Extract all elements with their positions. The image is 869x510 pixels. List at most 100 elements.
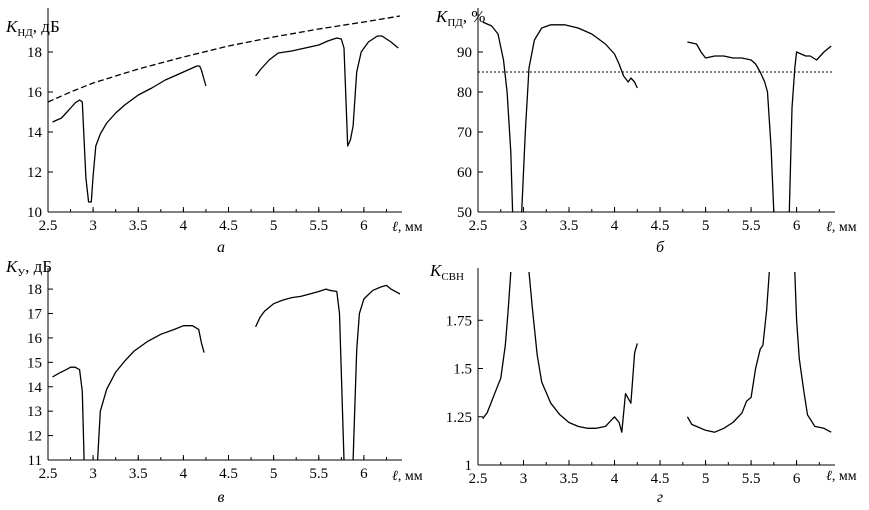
panel-c-y-tick-label: 13 [27,404,42,420]
panel-a-series-2-line [255,35,399,147]
panel-b-y-tick-label: 50 [457,205,472,221]
panel-a-label: а [217,239,225,256]
panel-b-y-tick-label: 90 [457,45,472,61]
panel-d-xlabel: ℓ, мм [826,469,857,484]
panel-c-y-tick-label: 15 [27,355,42,371]
panel-a-plot: 2.5 3 3.5 4 4.5 5 5.5 6 10 12 14 16 18 [27,8,402,234]
panel-a-series-3-line [48,15,400,103]
panel-d-ylabel: KСВН [429,261,464,283]
panel-c-x-tick-label: 5 [270,466,278,482]
panel-c-series-3-line [255,288,345,460]
panel-d-series-1-line [482,272,512,420]
panel-c-series-4-line [352,284,400,460]
panel-c-ylabel-main: K [5,257,19,276]
panel-d-series-3-line [686,272,770,433]
panel-c-xlabel-unit: , мм [398,469,423,484]
panel-c-x-tick-label: 4 [180,466,188,482]
panel-c-ylabel: KУ, дБ [5,257,52,279]
panel-a-x-tick-label: 3 [89,218,97,234]
panel-b-x-tick-label: 3 [520,218,528,234]
panel-d-x-tick-label: 5.5 [742,471,761,487]
panel-d-series-4-line [794,272,832,433]
panel-b-series-1-line [482,21,514,212]
panel-c-xlabel: ℓ, мм [392,469,423,484]
panel-a-series-1-line [52,65,207,203]
panel-b-xlabel-unit: , мм [832,220,857,235]
panel-a-ylabel-unit: , дБ [33,17,60,36]
panel-c-x-tick-label: 3.5 [129,466,148,482]
panel-d-y-tick-label: 1.25 [446,410,472,426]
panel-b-xlabel-var: ℓ [826,220,832,235]
panel-a-y-tick-label: 18 [27,45,42,61]
panel-d-x-tick-label: 2.5 [469,471,488,487]
panel-a-x-tick-label: 5.5 [309,218,328,234]
panel-a-x-tick-label: 4 [180,218,188,234]
panel-d-x-tick-label: 6 [793,471,801,487]
panel-a-xlabel-var: ℓ [392,220,398,235]
panel-c-xlabel-var: ℓ [392,469,398,484]
panel-d-x-tick-label: 4 [611,471,619,487]
panel-d-series-2-line [528,272,638,433]
panel-b-x-tick-label: 3.5 [560,218,579,234]
panel-a-y-tick-label: 16 [27,85,43,101]
panel-c-y-tick-label: 11 [28,453,42,469]
panel-a-x-tick-label: 5 [270,218,278,234]
panel-b-label: б [656,239,665,256]
panel-b-x-tick-label: 2.5 [469,218,488,234]
panel-c-y-tick-label: 12 [27,429,42,445]
panel-c-x-tick-label: 4.5 [219,466,238,482]
panel-b-series-3-line [687,41,775,212]
panel-c-x-tick-label: 6 [360,466,368,482]
panel-c-series-1-line [52,366,85,460]
panel-c-y-tick-label: 14 [27,380,43,396]
panel-b-y-tick-label: 60 [457,165,472,181]
panel-b-y-tick-label: 70 [457,125,472,141]
panel-a: 2.5 3 3.5 4 4.5 5 5.5 6 10 12 14 16 18 KНД, дБ ℓ, мм… [5,8,423,256]
panel-a-y-tick-label: 10 [27,205,42,221]
panel-d-y-tick-label: 1.75 [446,313,472,329]
panel-d-ylabel-sub: СВН [441,271,464,283]
panel-b-x-tick-label: 4 [611,218,619,234]
panel-c-plot: 2.5 3 3.5 4 4.5 5 5.5 6 11 12 13 14 15 16 17 18 [27,268,402,482]
panel-d-x-tick-label: 3 [520,471,528,487]
panel-d-y-tick-label: 1 [465,458,473,474]
panel-c-y-tick-label: 17 [27,307,43,323]
panel-a-x-tick-label: 6 [360,218,368,234]
panel-b-ylabel-unit: , % [463,7,486,26]
panel-c-series-2-line [96,325,205,460]
panel-b-x-tick-label: 5 [702,218,710,234]
panel-d-y-tick-label: 1.5 [453,362,472,378]
panel-c-ylabel-sub: У [17,267,25,279]
panel-a-xlabel: ℓ, мм [392,220,423,235]
panel-b-y-tick-label: 80 [457,85,472,101]
panel-d-xlabel-var: ℓ [826,469,832,484]
panel-a-y-tick-label: 12 [27,165,42,181]
panel-c-x-tick-label: 3 [89,466,97,482]
panel-b-x-tick-label: 5.5 [742,218,761,234]
panel-d: 2.5 3 3.5 4 4.5 5 5.5 611.251.51.75 KСВН ℓ, мм … [429,261,857,506]
panel-c-x-tick-label: 5.5 [309,466,328,482]
panel-b-xlabel: ℓ, мм [826,220,857,235]
panel-b-series-2-line [521,24,638,212]
panel-d-label: г [657,489,663,506]
panel-d-x-tick-label: 5 [702,471,710,487]
panel-a-ylabel: KНД, дБ [5,17,60,39]
panel-a-x-tick-label: 4.5 [219,218,238,234]
panel-c-x-tick-label: 2.5 [39,466,58,482]
panel-a-ylabel-main: K [5,17,19,36]
panel-a-ylabel-sub: НД [17,27,33,39]
panel-b-ylabel-sub: ПД [447,17,463,29]
panel-c-label: в [218,489,225,506]
panel-c-y-tick-label: 16 [27,331,43,347]
panel-d-plot: 2.5 3 3.5 4 4.5 5 5.5 6 1 1.25 1.5 1.75 [446,268,835,487]
panel-b-plot: 2.5 3 3.5 4 4.5 5 5.5 6 50 60 70 80 90 [457,8,835,234]
panel-b-ylabel: KПД, % [435,7,485,29]
panel-d-ylabel-main: K [429,261,443,280]
panel-a-xlabel-unit: , мм [398,220,423,235]
panel-d-x-tick-label: 4.5 [651,471,670,487]
panel-b-series-4-line [788,45,832,212]
panel-b-ylabel-main: K [435,7,449,26]
